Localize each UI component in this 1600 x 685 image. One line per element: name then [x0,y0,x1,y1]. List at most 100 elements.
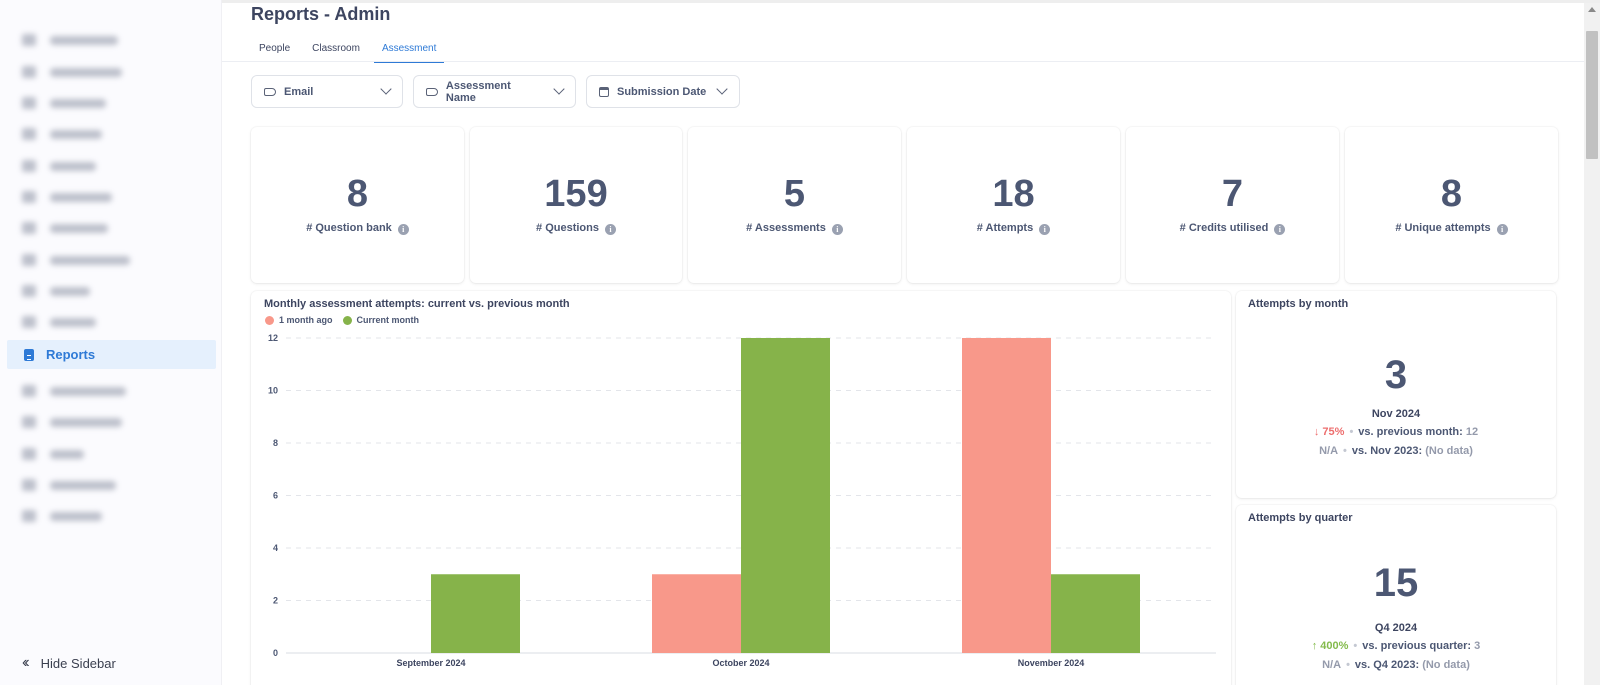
tab-people[interactable]: People [259,43,291,54]
chevron-down-icon [553,83,565,95]
change-percent: 75% [1322,426,1345,438]
tag-icon [426,87,438,96]
sidebar-item-blurred[interactable] [22,412,122,432]
stat-label: # Credits utilised i [1126,222,1339,235]
sidebar-item-blurred[interactable] [22,506,102,526]
stat-label: # Questions i [470,222,682,235]
stat-label: # Attempts i [907,222,1120,235]
info-icon[interactable]: i [1274,224,1286,235]
attempts-by-quarter-card: Attempts by quarter 15 Q4 2024 ↑ 400% • vs… [1236,505,1556,685]
bar-chart: 0 2 4 6 8 10 12 September 2024 October 2024 Novem… [268,333,1216,668]
sidebar-item-blurred[interactable] [22,381,126,401]
y-tick-label: 6 [273,491,278,501]
vs-previous-value: 3 [1474,640,1481,652]
stat-card-attempts: 18 # Attempts i [907,127,1120,283]
vs-previous-value: 12 [1465,426,1479,438]
sidebar-item-blurred[interactable] [22,312,96,332]
legend-dot [265,315,274,325]
submission-date-filter[interactable]: Submission Date [586,75,740,108]
tab-classroom[interactable]: Classroom [312,43,360,54]
stat-value: 18 [992,173,1035,215]
sidebar-item-blurred[interactable] [22,250,130,270]
tab-assessment[interactable]: Assessment [373,40,445,63]
stat-card-assessments: 5 # Assessments i [688,127,901,283]
sidebar-item-blurred[interactable] [22,187,112,207]
sidebar-item-blurred[interactable] [22,444,84,464]
x-tick-label: October 2024 [712,658,769,668]
vs-year-label: vs. Nov 2023: [1351,445,1423,457]
scroll-up-arrow-icon[interactable] [1588,7,1596,12]
quarter-vs-year: N/A • vs. Q4 2023: (No data) [1322,659,1470,671]
stat-card-credits-utilised: 7 # Credits utilised i [1126,127,1339,283]
info-icon[interactable]: i [1039,224,1051,235]
arrow-up-icon: ↑ [1311,640,1318,652]
reports-icon [24,348,34,361]
page-scrollbar[interactable] [1584,3,1600,685]
report-tabs: People Classroom Assessment [251,40,450,63]
sidebar-item-blurred[interactable] [22,62,122,82]
sidebar-item-blurred[interactable] [22,281,90,301]
y-tick-label: 10 [268,386,278,396]
x-tick-label: September 2024 [396,658,465,668]
bar-current-month [1051,574,1140,653]
filter-label: Assessment Name [445,79,511,104]
sidebar-item-blurred[interactable] [22,124,102,144]
y-tick-label: 8 [273,438,278,448]
sidebar-item-blurred[interactable] [22,475,116,495]
stat-label: # Assessments i [688,222,901,235]
assessment-name-filter[interactable]: Assessment Name [413,75,576,108]
info-icon[interactable]: i [397,224,409,235]
vs-year-label: vs. Q4 2023: [1354,659,1420,671]
vs-year-value: (No data) [1425,445,1473,457]
sidebar-item-blurred[interactable] [22,156,96,176]
stat-card-questions: 159 # Questions i [470,127,682,283]
tabs-divider [222,61,1584,62]
filter-label: Submission Date [617,85,707,98]
monthly-attempts-chart-card: Monthly assessment attempts: current vs.… [251,291,1231,685]
y-tick-label: 2 [273,596,278,606]
sidebar-item-reports[interactable]: Reports [7,340,216,369]
sidebar-item-blurred[interactable] [22,218,108,238]
chevron-down-icon [716,83,728,95]
info-icon[interactable]: i [831,224,843,235]
legend-dot [342,315,352,325]
month-vs-previous: ↓ 75% • vs. previous month: 12 [1313,426,1479,438]
sidebar-item-blurred[interactable] [22,30,118,50]
scrollbar-thumb[interactable] [1586,31,1598,159]
legend-item-previous[interactable]: 1 month ago [265,315,333,325]
filter-label: Email [284,85,314,98]
bar-previous-month [652,574,741,653]
legend-item-current[interactable]: Current month [342,315,419,325]
info-icon[interactable]: i [604,224,616,235]
month-vs-year: N/A • vs. Nov 2023: (No data) [1319,445,1473,457]
card-title: Attempts by quarter [1248,512,1353,524]
y-tick-label: 12 [268,333,278,343]
legend-label: 1 month ago [279,315,333,325]
sidebar-item-blurred[interactable] [22,93,106,113]
stat-card-question-bank: 8 # Question bank i [251,127,464,283]
quarter-value: 15 [1373,561,1419,605]
vs-previous-label: vs. previous quarter: [1362,640,1472,652]
stat-value: 7 [1221,173,1244,215]
page-title: Reports - Admin [251,4,391,24]
x-tick-label: November 2024 [1018,658,1085,668]
hide-sidebar-button[interactable]: ‹‹ Hide Sidebar [22,654,116,672]
info-icon[interactable]: i [1496,224,1508,235]
sidebar: Reports ‹‹ Hide Sidebar [0,0,222,685]
vs-previous-label: vs. previous month: [1358,426,1463,438]
chart-legend: 1 month ago Current month [265,315,429,325]
calendar-icon [599,86,609,97]
double-chevron-left-icon: ‹‹ [22,654,29,671]
tag-icon [264,87,276,96]
bar-current-month [741,338,830,653]
arrow-down-icon: ↓ [1313,426,1320,438]
stat-label: # Unique attempts i [1345,222,1558,235]
month-period: Nov 2024 [1371,408,1421,420]
email-filter[interactable]: Email [251,75,403,108]
sidebar-item-label: Reports [46,347,96,362]
card-title: Attempts by month [1248,298,1349,310]
stat-value: 5 [783,173,806,215]
quarter-period: Q4 2024 [1374,622,1418,634]
stat-label: # Question bank i [251,222,464,235]
y-tick-label: 0 [273,648,278,658]
